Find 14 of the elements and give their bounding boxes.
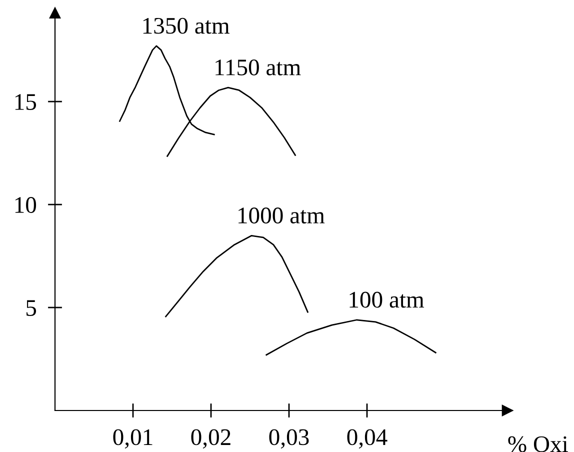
- line-series: [266, 319, 436, 356]
- y-tick-label: 15: [15, 94, 36, 110]
- y-tick-label: 5: [26, 300, 36, 316]
- x-tick-label: 0,02: [191, 429, 230, 449]
- x-tick-label: 0,04: [347, 429, 388, 449]
- y-tick-label: 10: [15, 197, 36, 213]
- x-tick-label: 0,01: [113, 429, 152, 449]
- x-tick-label: 0,03: [269, 429, 309, 449]
- series-label: 1000 atm: [238, 208, 325, 224]
- line-series: [165, 234, 308, 318]
- x-axis-title: % Oxi: [508, 436, 568, 452]
- series-label: 1150 atm: [216, 59, 301, 76]
- series-label: 100 atm: [350, 292, 424, 308]
- series-label: 1350 atm: [143, 18, 230, 34]
